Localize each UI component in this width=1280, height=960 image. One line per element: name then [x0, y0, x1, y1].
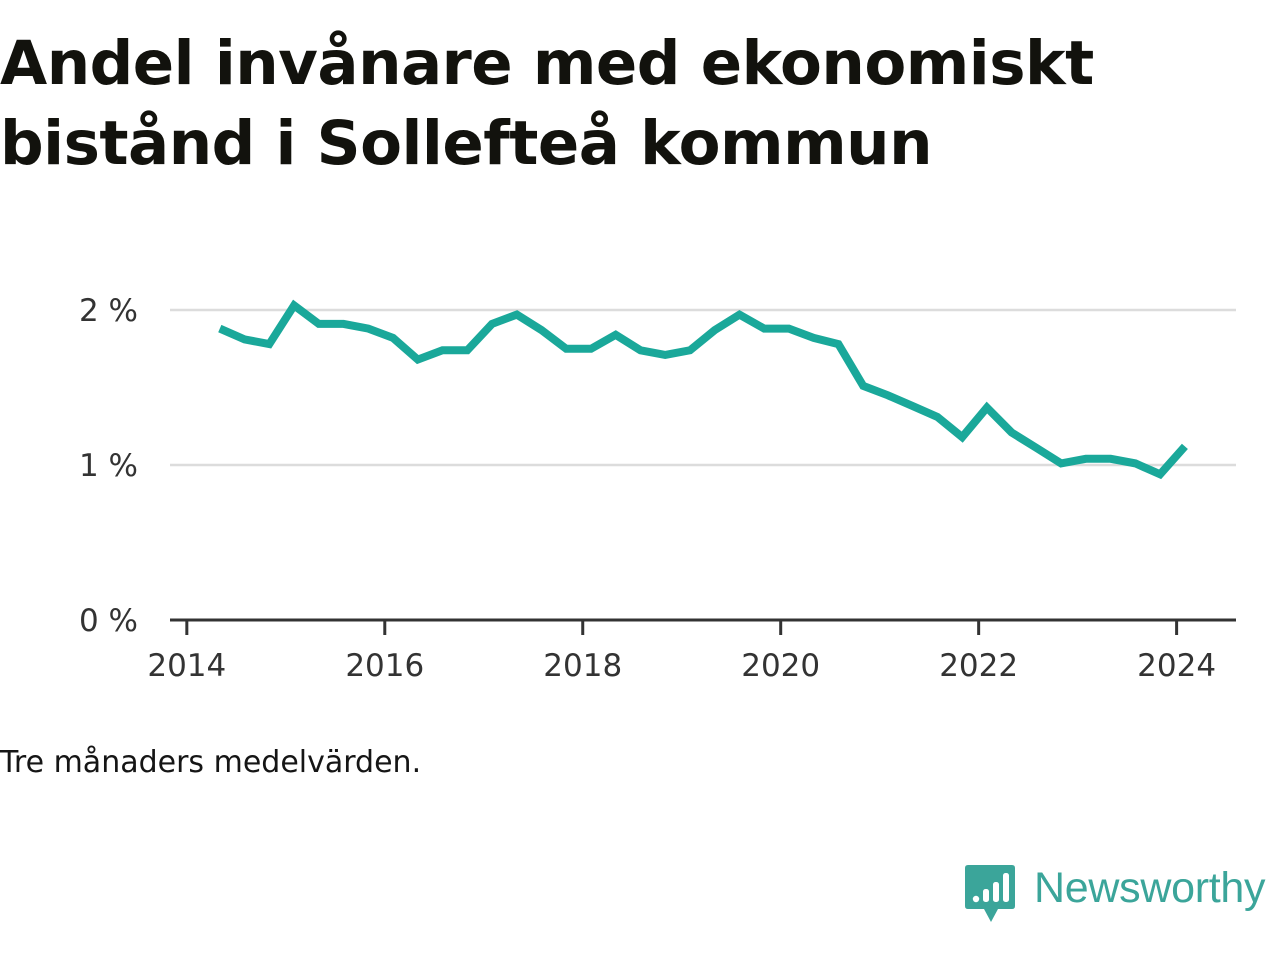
y-tick-label: 1 % — [79, 448, 138, 484]
footnote: Tre månaders medelvärden. — [0, 745, 422, 780]
series-line — [218, 299, 1188, 480]
page-title: Andel invånare med ekonomiskt bistånd i … — [0, 24, 1260, 184]
bar-chart-bubble-icon — [965, 865, 1015, 922]
x-tick-label: 2018 — [543, 648, 622, 684]
title-line-1: Andel invånare med ekonomiskt — [0, 28, 1094, 99]
x-axis-ticks: 2014 2016 2018 2020 2022 2024 — [147, 620, 1216, 684]
x-tick-label: 2022 — [939, 648, 1018, 684]
y-gridlines — [170, 308, 1236, 467]
newsworthy-logo[interactable]: Newsworthy — [964, 862, 1265, 926]
x-tick-label: 2014 — [147, 648, 226, 684]
line-chart: 0 % 1 % 2 % 2014 2016 2018 2020 2022 2024 — [79, 293, 1236, 684]
y-axis-tick-labels: 0 % 1 % 2 % — [79, 293, 138, 639]
title-line-2: bistånd i Sollefteå kommun — [0, 108, 933, 179]
y-tick-label: 2 % — [79, 293, 138, 329]
x-tick-label: 2020 — [741, 648, 820, 684]
brand-name: Newsworthy — [1034, 864, 1266, 912]
data-points — [219, 305, 1185, 475]
y-tick-label: 0 % — [79, 603, 138, 639]
x-tick-label: 2024 — [1137, 648, 1216, 684]
x-tick-label: 2016 — [345, 648, 424, 684]
